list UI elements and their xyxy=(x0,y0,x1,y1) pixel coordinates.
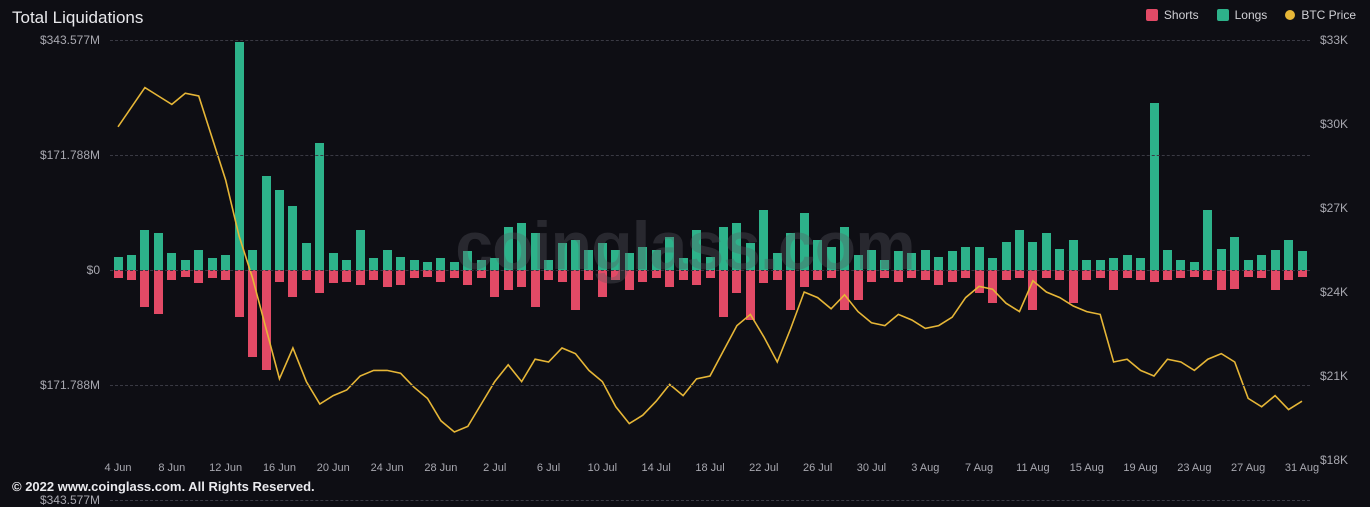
price-swatch xyxy=(1285,10,1295,20)
btc-price-line xyxy=(118,88,1302,432)
footer-copyright: © 2022 www.coinglass.com. All Rights Res… xyxy=(12,479,315,494)
chart-plot-area xyxy=(110,40,1310,460)
shorts-swatch xyxy=(1146,9,1158,21)
chart-title: Total Liquidations xyxy=(12,8,143,28)
price-line-layer xyxy=(110,40,1310,460)
legend-shorts: Shorts xyxy=(1146,8,1199,22)
legend-longs: Longs xyxy=(1217,8,1268,22)
legend: Shorts Longs BTC Price xyxy=(1146,8,1356,22)
legend-price: BTC Price xyxy=(1285,8,1356,22)
legend-shorts-label: Shorts xyxy=(1164,8,1199,22)
legend-price-label: BTC Price xyxy=(1301,8,1356,22)
legend-longs-label: Longs xyxy=(1235,8,1268,22)
longs-swatch xyxy=(1217,9,1229,21)
